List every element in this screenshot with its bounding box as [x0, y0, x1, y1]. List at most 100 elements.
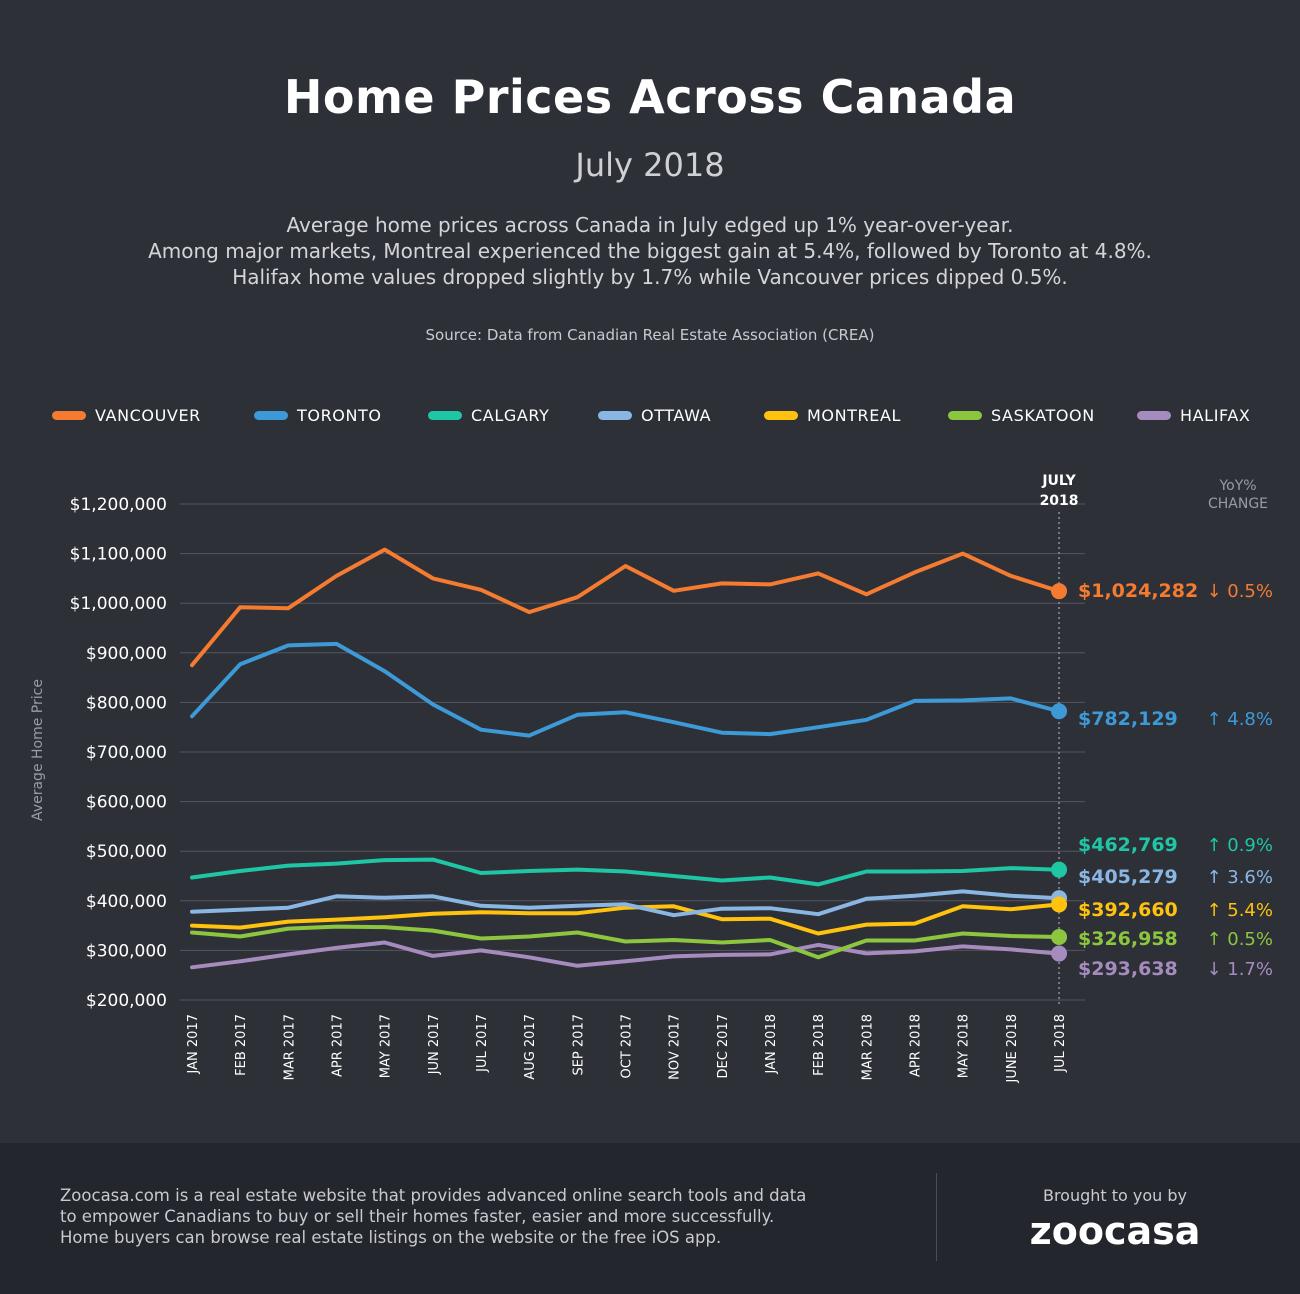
x-tick-label: MAR 2018 [860, 1014, 875, 1080]
description: Average home prices across Canada in Jul… [0, 212, 1300, 290]
legend-swatch [254, 411, 288, 420]
x-tick-label: JUL 2017 [475, 1014, 490, 1073]
series-yoy-change-label: ↑ 0.9% [1206, 835, 1273, 856]
x-tick-label: JAN 2017 [186, 1014, 201, 1074]
footer-about-line: to empower Canadians to buy or sell thei… [60, 1207, 775, 1226]
legend-label: OTTAWA [641, 406, 712, 425]
series-line-calgary [190, 857, 1062, 887]
y-tick-label: $700,000 [86, 743, 167, 763]
series-line-saskatoon [190, 924, 1062, 960]
x-tick-label: DEC 2017 [716, 1014, 731, 1079]
highlight-header: 2018 [1040, 493, 1079, 509]
y-tick-label: $400,000 [86, 892, 167, 912]
legend-label: TORONTO [297, 406, 382, 425]
legend-item-calgary: CALGARY [428, 406, 549, 425]
x-tick-label: OCT 2017 [620, 1014, 635, 1078]
x-tick-label: APR 2018 [909, 1014, 924, 1077]
change-header: YoY% [1218, 478, 1256, 494]
series-end-marker-montreal [1051, 896, 1068, 913]
y-axis-label: Average Home Price [30, 679, 46, 821]
series-end-marker-toronto [1051, 703, 1068, 720]
source-note: Source: Data from Canadian Real Estate A… [425, 326, 875, 344]
series-end-marker-vancouver [1051, 583, 1068, 600]
x-tick-label: AUG 2017 [523, 1014, 538, 1080]
x-tick-label: SEP 2017 [571, 1014, 586, 1076]
description-line: Among major markets, Montreal experience… [148, 239, 1152, 263]
legend-label: SASKATOON [991, 406, 1095, 425]
legend-swatch [598, 411, 632, 420]
legend-swatch [948, 411, 982, 420]
y-tick-label: $1,100,000 [70, 545, 167, 565]
series-end-value-label: $1,024,282 [1078, 580, 1198, 602]
legend-swatch [52, 411, 86, 420]
footer-about: Zoocasa.com is a real estate website tha… [60, 1185, 900, 1248]
legend-label: CALGARY [471, 406, 550, 425]
line-chart: $200,000 $300,000 $400,000 $500,000 $600,000… [30, 473, 1273, 1084]
legend-label: HALIFAX [1180, 406, 1251, 425]
legend-item-vancouver: VANCOUVER [52, 406, 201, 425]
series-yoy-change-label: ↑ 3.6% [1206, 867, 1273, 888]
x-tick-label: MAY 2018 [957, 1014, 972, 1078]
chart-legend: VANCOUVER TORONTO CALGARY OTTAWA MONTREA… [0, 406, 1300, 432]
series-end-value-label: $462,769 [1078, 834, 1178, 856]
page-title: Home Prices Across Canada [283, 70, 1017, 124]
series-end-value-label: $293,638 [1078, 958, 1178, 980]
series-yoy-change-label: ↑ 5.4% [1206, 900, 1273, 921]
x-tick-label: JAN 2018 [764, 1014, 779, 1074]
legend-label: MONTREAL [807, 406, 902, 425]
x-tick-label: FEB 2018 [812, 1014, 827, 1076]
series-end-marker-halifax [1051, 945, 1068, 962]
legend-item-saskatoon: SASKATOON [948, 406, 1095, 425]
series-end-marker-calgary [1051, 861, 1068, 878]
description-line: Halifax home values dropped slightly by … [232, 265, 1068, 289]
highlight-header: JULY [1041, 473, 1076, 489]
y-tick-label: $300,000 [86, 941, 167, 961]
legend-swatch [428, 411, 462, 420]
x-tick-label: MAY 2017 [379, 1014, 394, 1078]
series-yoy-change-label: ↑ 4.8% [1206, 709, 1273, 730]
legend-item-ottawa: OTTAWA [598, 406, 711, 425]
series-yoy-change-label: ↓ 0.5% [1206, 581, 1273, 602]
x-tick-label: APR 2017 [331, 1014, 346, 1077]
series-line-vancouver [190, 547, 1062, 668]
brought-to-you-by: Brought to you by [1042, 1186, 1188, 1205]
footer-about-line: Home buyers can browse real estate listi… [60, 1228, 722, 1247]
y-tick-label: $500,000 [86, 842, 167, 862]
y-tick-label: $900,000 [86, 644, 167, 664]
y-tick-label: $1,000,000 [70, 594, 167, 614]
series-end-value-label: $782,129 [1078, 708, 1178, 730]
footer-about-line: Zoocasa.com is a real estate website tha… [60, 1186, 807, 1205]
footer: Zoocasa.com is a real estate website tha… [0, 1143, 1300, 1294]
y-tick-label: $1,200,000 [70, 495, 167, 515]
y-tick-label: $600,000 [86, 793, 167, 813]
x-tick-label: NOV 2017 [668, 1014, 683, 1080]
legend-swatch [764, 411, 798, 420]
legend-item-toronto: TORONTO [254, 406, 382, 425]
x-tick-label: MAR 2017 [282, 1014, 297, 1080]
legend-swatch [1137, 411, 1171, 420]
series-yoy-change-label: ↓ 1.7% [1206, 959, 1273, 980]
page-subtitle: July 2018 [575, 146, 725, 184]
footer-divider [936, 1173, 937, 1261]
series-end-value-label: $405,279 [1078, 866, 1178, 888]
y-tick-label: $800,000 [86, 693, 167, 713]
series-yoy-change-label: ↑ 0.5% [1206, 929, 1273, 950]
series-line-halifax [190, 940, 1062, 970]
series-line-montreal [190, 902, 1062, 936]
x-tick-label: JUNE 2018 [1005, 1014, 1020, 1084]
x-tick-label: JUN 2017 [427, 1014, 442, 1075]
x-tick-label: JUL 2018 [1053, 1014, 1068, 1073]
legend-item-montreal: MONTREAL [764, 406, 901, 425]
change-header: CHANGE [1208, 496, 1268, 512]
x-tick-label: FEB 2017 [234, 1014, 249, 1076]
series-end-value-label: $326,958 [1078, 928, 1178, 950]
series-line-ottawa [190, 889, 1062, 918]
series-end-marker-saskatoon [1051, 929, 1068, 946]
legend-item-halifax: HALIFAX [1137, 406, 1250, 425]
legend-label: VANCOUVER [95, 406, 201, 425]
series-end-value-label: $392,660 [1078, 899, 1178, 921]
zoocasa-logo: zoocasa [1029, 1209, 1201, 1253]
series-line-toronto [190, 641, 1062, 738]
y-tick-label: $200,000 [86, 991, 167, 1011]
description-line: Average home prices across Canada in Jul… [286, 213, 1014, 237]
